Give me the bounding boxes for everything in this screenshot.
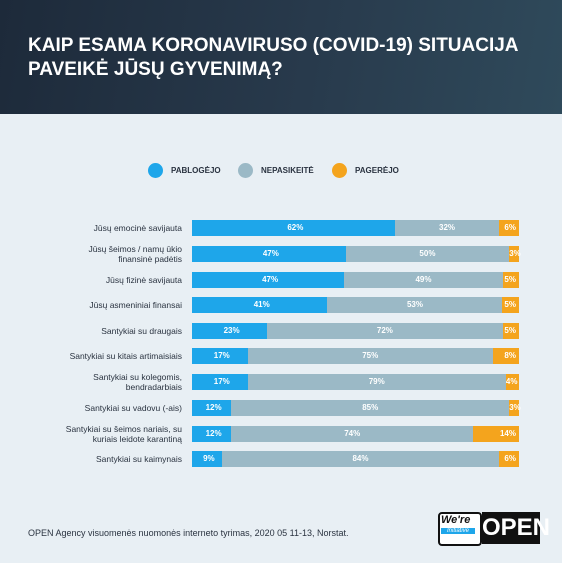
bar-segment — [509, 246, 519, 262]
value-label: 6% — [504, 454, 516, 463]
value-label: 72% — [376, 326, 393, 335]
bar-segment — [192, 323, 268, 339]
logo: We're Initiative OPEN — [438, 512, 550, 546]
category-label: Santykiai su kaimynais — [96, 454, 182, 464]
legend-item: NEPASIKEITĖ — [238, 163, 314, 178]
value-label: 79% — [368, 377, 385, 386]
bar-segment — [192, 272, 345, 288]
logo-text: Initiative — [441, 528, 475, 534]
category-label: Santykiai su vadovu (-ais) — [84, 403, 182, 413]
legend-label: PAGERĖJO — [355, 166, 399, 175]
category-label: Jūsų fizinė savijauta — [105, 275, 182, 285]
legend-swatch — [332, 163, 347, 178]
bar-segment — [231, 400, 510, 416]
bar-segment — [192, 400, 232, 416]
chart-title: KAIP ESAMA KORONAVIRUSO (COVID-19) SITUA… — [28, 35, 519, 80]
value-label: 75% — [362, 351, 379, 360]
legend-swatch — [148, 163, 163, 178]
value-label: 3% — [509, 403, 521, 412]
category-label: Jūsų šeimos / namų ūkio finansinė padėti… — [88, 244, 182, 264]
bar-segment — [192, 220, 395, 236]
bar-segment — [247, 374, 506, 390]
value-label: 85% — [362, 403, 379, 412]
value-label: 5% — [504, 300, 516, 309]
bar-segment — [192, 426, 232, 442]
bar-segment — [345, 246, 510, 262]
value-label: 62% — [287, 223, 304, 232]
logo-text: We're — [441, 514, 471, 526]
value-label: 9% — [203, 454, 215, 463]
value-label: 5% — [504, 326, 516, 335]
value-label: 74% — [344, 429, 361, 438]
value-label: 17% — [213, 351, 230, 360]
bar-segment — [502, 297, 519, 313]
bar-segment — [231, 426, 474, 442]
legend-label: NEPASIKEITĖ — [261, 166, 314, 175]
value-label: 47% — [262, 249, 279, 258]
header-band: KAIP ESAMA KORONAVIRUSO (COVID-19) SITUA… — [0, 0, 562, 114]
bar-segment — [492, 348, 519, 364]
bar-segment — [473, 426, 519, 442]
value-label: 8% — [504, 351, 516, 360]
value-label: 49% — [415, 275, 432, 284]
value-label: 47% — [262, 275, 279, 284]
bar-segment — [344, 272, 503, 288]
value-label: 50% — [419, 249, 436, 258]
value-label: 6% — [504, 223, 516, 232]
category-label: Jūsų asmeniniai finansai — [89, 300, 182, 310]
legend-label: PABLOGĖJO — [171, 166, 221, 175]
bar-segment — [502, 272, 519, 288]
value-label: 12% — [205, 403, 222, 412]
bar-segment — [505, 374, 519, 390]
value-label: 4% — [505, 377, 518, 386]
category-label: Santykiai su šeimos nariais, su kuriais … — [65, 424, 182, 444]
value-label: 5% — [504, 275, 516, 284]
category-label: Santykiai su kitais artimaisiais — [69, 351, 182, 361]
legend-item: PAGERĖJO — [332, 163, 399, 178]
legend-item: PABLOGĖJO — [148, 163, 221, 178]
category-label: Santykiai su kolegomis, bendradarbiais — [93, 372, 182, 392]
bar-segment — [394, 220, 500, 236]
category-label: Jūsų emocinė savijauta — [93, 223, 182, 233]
value-label: 84% — [352, 454, 369, 463]
logo-text: OPEN — [482, 512, 550, 544]
bar-segment — [509, 400, 519, 416]
category-label: Santykiai su draugais — [101, 326, 182, 336]
bar-segment — [192, 297, 328, 313]
bar-segment — [247, 348, 493, 364]
legend-swatch — [238, 163, 253, 178]
value-label: 32% — [439, 223, 456, 232]
bar-segment — [192, 451, 222, 467]
bar-segment — [267, 323, 503, 339]
bar-segment — [192, 348, 248, 364]
bar-segment — [192, 246, 346, 262]
value-label: 12% — [205, 429, 222, 438]
value-label: 23% — [223, 326, 240, 335]
value-label: 3% — [509, 249, 521, 258]
value-label: 53% — [406, 300, 423, 309]
value-label: 41% — [253, 300, 270, 309]
source-note: OPEN Agency visuomenės nuomonės internet… — [28, 528, 349, 538]
value-label: 14% — [499, 429, 516, 438]
bar-segment — [192, 374, 248, 390]
bar-segment — [502, 323, 519, 339]
bar-segment — [221, 451, 500, 467]
bar-segment — [499, 220, 519, 236]
bar-segment — [327, 297, 503, 313]
value-label: 17% — [213, 377, 230, 386]
bar-segment — [499, 451, 519, 467]
